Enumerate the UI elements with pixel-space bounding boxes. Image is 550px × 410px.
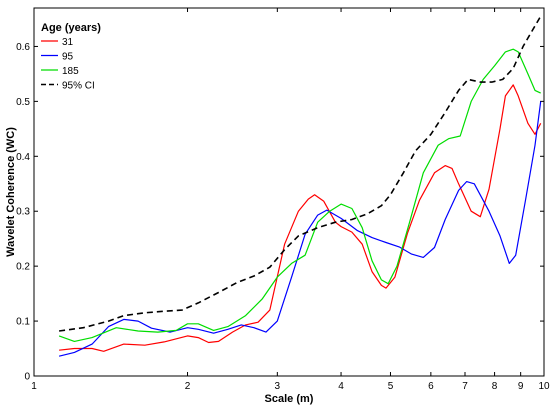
x-tick-label: 7 <box>462 381 468 392</box>
series-line-31 <box>59 84 542 352</box>
y-tick-label: 0.6 <box>16 42 30 53</box>
legend-label: 31 <box>62 37 74 48</box>
x-tick-label: 2 <box>185 381 191 392</box>
x-axis-title: Scale (m) <box>265 393 314 405</box>
x-tick-label: 5 <box>388 381 394 392</box>
x-tick-label: 10 <box>538 381 550 392</box>
series-line-95 <box>58 101 542 357</box>
y-tick-label: 0 <box>24 372 30 383</box>
series-layer <box>58 15 542 357</box>
y-tick-label: 0.3 <box>16 207 30 218</box>
x-tick-label: 6 <box>428 381 434 392</box>
legend-label: 95% CI <box>62 81 95 92</box>
x-tick-label: 4 <box>338 381 344 392</box>
series-line-185 <box>58 48 541 342</box>
plot-frame <box>33 7 545 377</box>
legend-label: 185 <box>62 66 79 77</box>
x-tick-label: 1 <box>31 381 37 392</box>
y-tick-label: 0.2 <box>16 262 30 273</box>
y-tick-label: 0.5 <box>16 97 30 108</box>
y-tick-label: 0.1 <box>16 317 30 328</box>
series-line-95-ci <box>58 15 542 332</box>
legend-label: 95 <box>62 52 74 63</box>
x-tick-label: 8 <box>492 381 498 392</box>
y-tick-label: 0.4 <box>16 152 30 163</box>
ticks-layer: 1 2 3 4 5 6 7 8 9 10 0 0.1 0.2 0.3 0.4 0.5 0.6 <box>16 8 550 392</box>
x-tick-label: 3 <box>275 381 281 392</box>
x-tick-label: 9 <box>518 381 524 392</box>
y-axis-title: Wavelet Coherence (WC) <box>5 127 17 257</box>
legend: Age (years) 31 95 185 95% CI <box>41 22 101 92</box>
legend-title: Age (years) <box>41 22 101 34</box>
